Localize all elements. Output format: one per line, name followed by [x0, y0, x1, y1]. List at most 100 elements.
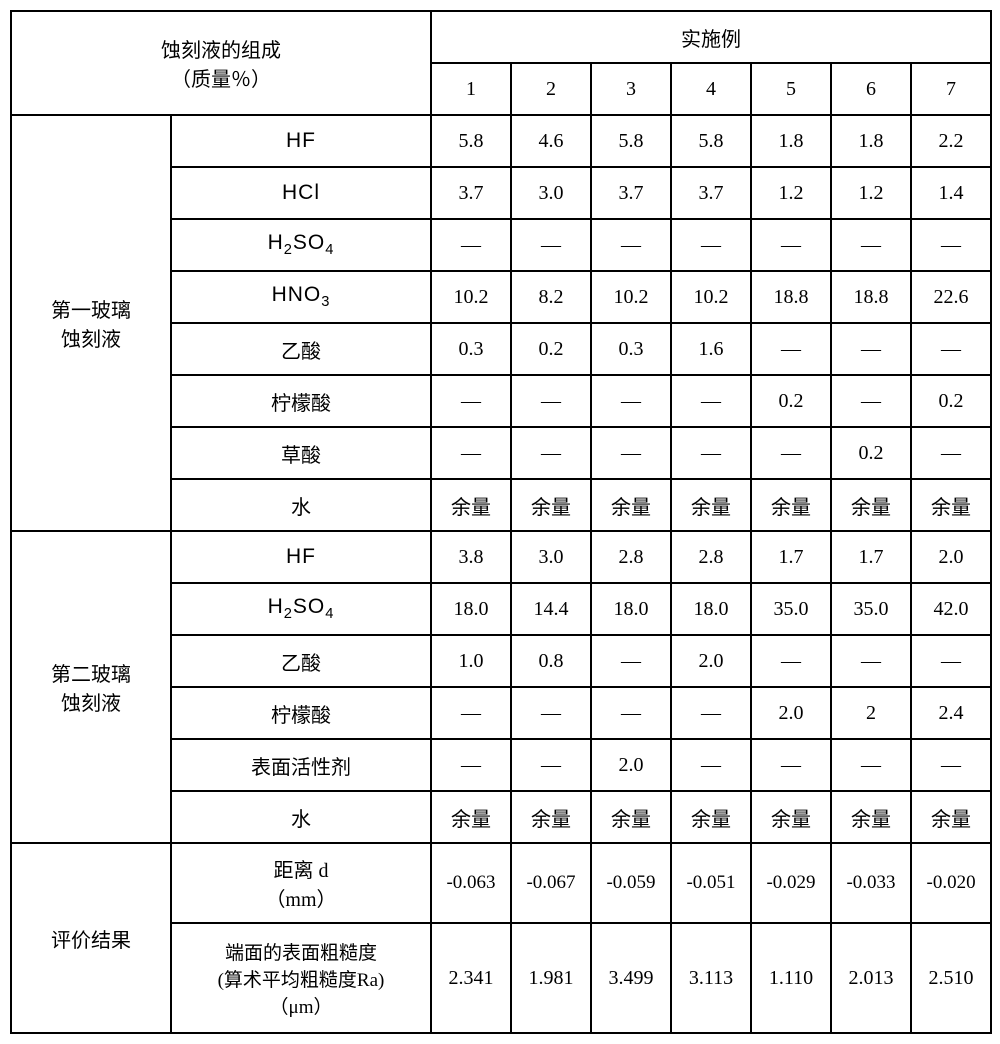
cell: 18.0: [671, 583, 751, 635]
cell: 22.6: [911, 271, 991, 323]
cell: —: [751, 219, 831, 271]
header-right: 实施例: [431, 11, 991, 63]
cell: 0.3: [431, 323, 511, 375]
cell: 余量: [431, 479, 511, 531]
cell: 3.8: [431, 531, 511, 583]
cell: 2.0: [911, 531, 991, 583]
cell: 5.8: [671, 115, 751, 167]
cell: —: [511, 427, 591, 479]
row-label: 距离 d（mm）: [171, 843, 431, 923]
cell: 2: [831, 687, 911, 739]
cell: 2.0: [751, 687, 831, 739]
cell: 2.013: [831, 923, 911, 1033]
cell: 0.2: [511, 323, 591, 375]
col-1: 1: [431, 63, 511, 115]
row-label: HF: [171, 115, 431, 167]
cell: —: [431, 219, 511, 271]
cell: 18.0: [431, 583, 511, 635]
cell: 2.0: [671, 635, 751, 687]
cell: —: [751, 427, 831, 479]
cell: 余量: [591, 791, 671, 843]
col-6: 6: [831, 63, 911, 115]
cell: —: [591, 687, 671, 739]
cell: 2.8: [591, 531, 671, 583]
cell: —: [511, 219, 591, 271]
cell: 0.3: [591, 323, 671, 375]
cell: —: [671, 427, 751, 479]
cell: —: [831, 219, 911, 271]
cell: —: [751, 635, 831, 687]
cell: 1.110: [751, 923, 831, 1033]
cell: 3.113: [671, 923, 751, 1033]
cell: 余量: [591, 479, 671, 531]
cell: —: [911, 323, 991, 375]
row-label: 乙酸: [171, 635, 431, 687]
col-2: 2: [511, 63, 591, 115]
cell: 余量: [431, 791, 511, 843]
cell: —: [671, 375, 751, 427]
cell: 1.2: [831, 167, 911, 219]
cell: —: [431, 375, 511, 427]
cell: —: [751, 739, 831, 791]
cell: 2.341: [431, 923, 511, 1033]
cell: 1.8: [831, 115, 911, 167]
cell: 10.2: [671, 271, 751, 323]
header-left: 蚀刻液的组成 （质量％）: [11, 11, 431, 115]
group-2-label: 第二玻璃蚀刻液: [11, 531, 171, 843]
cell: 余量: [671, 479, 751, 531]
cell: 18.8: [831, 271, 911, 323]
cell: —: [591, 219, 671, 271]
cell: —: [511, 375, 591, 427]
cell: 1.4: [911, 167, 991, 219]
cell: 35.0: [831, 583, 911, 635]
cell: 3.7: [431, 167, 511, 219]
cell: 8.2: [511, 271, 591, 323]
cell: 4.6: [511, 115, 591, 167]
cell: —: [911, 635, 991, 687]
cell: 3.7: [591, 167, 671, 219]
row-label: H2SO4: [171, 583, 431, 635]
cell: 5.8: [431, 115, 511, 167]
row-label: HF: [171, 531, 431, 583]
cell: —: [671, 219, 751, 271]
cell: —: [911, 739, 991, 791]
row-label: 柠檬酸: [171, 687, 431, 739]
row-label: HNO3: [171, 271, 431, 323]
cell: 3.0: [511, 531, 591, 583]
row-label: 乙酸: [171, 323, 431, 375]
row-label: 端面的表面粗糙度(算术平均粗糙度Ra)（μm）: [171, 923, 431, 1033]
row-label: 柠檬酸: [171, 375, 431, 427]
table-row: 评价结果 距离 d（mm） -0.063-0.067-0.059-0.051-0…: [11, 843, 991, 923]
cell: —: [831, 375, 911, 427]
cell: —: [591, 375, 671, 427]
cell: —: [431, 687, 511, 739]
cell: 2.8: [671, 531, 751, 583]
cell: 2.510: [911, 923, 991, 1033]
cell: 1.7: [831, 531, 911, 583]
cell: —: [511, 739, 591, 791]
cell: —: [671, 687, 751, 739]
table-row: 第二玻璃蚀刻液 HF 3.83.02.82.81.71.72.0: [11, 531, 991, 583]
cell: —: [911, 219, 991, 271]
cell: -0.067: [511, 843, 591, 923]
cell: 余量: [511, 479, 591, 531]
cell: —: [511, 687, 591, 739]
cell: 0.2: [751, 375, 831, 427]
cell: 2.0: [591, 739, 671, 791]
group-1-label: 第一玻璃蚀刻液: [11, 115, 171, 531]
cell: —: [431, 739, 511, 791]
cell: -0.063: [431, 843, 511, 923]
cell: 0.8: [511, 635, 591, 687]
cell: 2.4: [911, 687, 991, 739]
table-body: 蚀刻液的组成 （质量％） 实施例 1 2 3 4 5 6 7 第一玻璃蚀刻液 H…: [11, 11, 991, 1033]
cell: —: [671, 739, 751, 791]
cell: 余量: [511, 791, 591, 843]
cell: 10.2: [591, 271, 671, 323]
cell: 0.2: [831, 427, 911, 479]
cell: 1.2: [751, 167, 831, 219]
cell: 1.7: [751, 531, 831, 583]
cell: 1.8: [751, 115, 831, 167]
cell: —: [831, 323, 911, 375]
cell: 1.6: [671, 323, 751, 375]
results-label: 评价结果: [11, 843, 171, 1033]
